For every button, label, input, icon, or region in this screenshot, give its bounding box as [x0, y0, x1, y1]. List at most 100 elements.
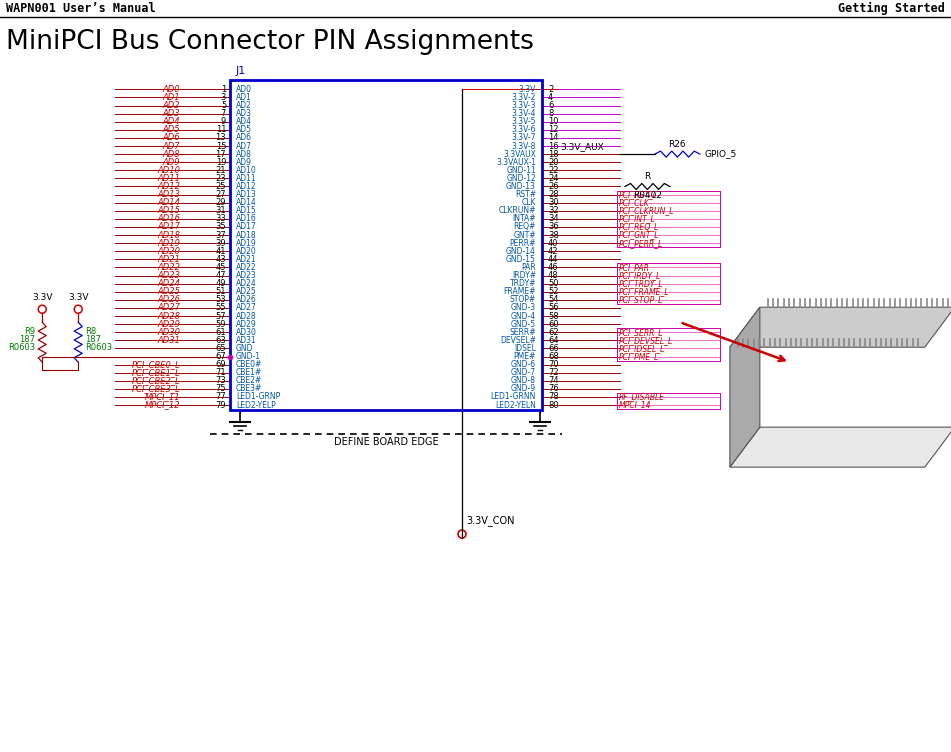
Text: AD18: AD18 — [157, 231, 180, 240]
Text: AD29: AD29 — [157, 320, 180, 329]
Text: REQ#: REQ# — [514, 223, 536, 232]
Text: 3.3V-4: 3.3V-4 — [512, 109, 536, 118]
Text: CBE0#: CBE0# — [236, 360, 262, 369]
Text: R26: R26 — [669, 140, 687, 149]
Text: AD3: AD3 — [163, 109, 180, 118]
Text: 19: 19 — [216, 158, 226, 167]
Text: AD23: AD23 — [157, 271, 180, 280]
Text: 3.3VAUX-1: 3.3VAUX-1 — [496, 158, 536, 167]
Text: 56: 56 — [548, 303, 558, 312]
Text: PCI_CBE0_L: PCI_CBE0_L — [131, 360, 180, 369]
Text: AD22: AD22 — [157, 263, 180, 272]
Text: 8: 8 — [548, 109, 553, 118]
Text: PCI_CBE2_L: PCI_CBE2_L — [131, 376, 180, 385]
Text: 27: 27 — [216, 190, 226, 199]
Text: 23: 23 — [216, 174, 226, 183]
Text: 20: 20 — [548, 158, 558, 167]
Text: 65: 65 — [216, 344, 226, 353]
Text: AD11: AD11 — [236, 174, 257, 183]
Text: 78: 78 — [548, 393, 559, 402]
Text: 49: 49 — [216, 279, 226, 288]
Text: GND-8: GND-8 — [511, 376, 536, 385]
Text: AD1: AD1 — [163, 93, 180, 102]
Text: AD13: AD13 — [157, 190, 180, 199]
Text: CLK: CLK — [521, 199, 536, 208]
Text: AD4: AD4 — [163, 117, 180, 126]
Text: AD6: AD6 — [163, 133, 180, 142]
Text: 1: 1 — [221, 85, 226, 94]
Text: 6: 6 — [548, 101, 553, 110]
Text: PME#: PME# — [514, 352, 536, 361]
Text: AD26: AD26 — [236, 296, 257, 305]
Text: 50: 50 — [548, 279, 558, 288]
Text: 34: 34 — [548, 214, 558, 223]
Text: 16: 16 — [548, 141, 558, 150]
Text: 70: 70 — [548, 360, 558, 369]
Text: AD4: AD4 — [236, 117, 252, 126]
Text: AD19: AD19 — [157, 238, 180, 247]
Text: 29: 29 — [216, 199, 226, 208]
Text: AD5: AD5 — [163, 126, 180, 135]
Text: 72: 72 — [548, 368, 558, 378]
Text: 3.3V-6: 3.3V-6 — [512, 126, 536, 135]
Text: 67: 67 — [215, 352, 226, 361]
Text: PCI_STOP_L: PCI_STOP_L — [619, 296, 663, 305]
Text: 3.3V: 3.3V — [518, 85, 536, 94]
Text: AD29: AD29 — [236, 320, 257, 329]
Text: AD17: AD17 — [236, 223, 257, 232]
Text: GNT#: GNT# — [514, 231, 536, 240]
Text: 47: 47 — [216, 271, 226, 280]
Text: 3.3V-2: 3.3V-2 — [512, 93, 536, 102]
Text: PCI_PAR: PCI_PAR — [619, 263, 650, 272]
Polygon shape — [729, 427, 951, 467]
Text: AD2: AD2 — [163, 101, 180, 110]
Text: AD9: AD9 — [236, 158, 252, 167]
Text: 13: 13 — [216, 133, 226, 142]
Text: AD1: AD1 — [236, 93, 252, 102]
Text: AD20: AD20 — [157, 247, 180, 256]
Text: AD16: AD16 — [157, 214, 180, 223]
Text: GND-4: GND-4 — [511, 311, 536, 320]
Text: 35: 35 — [216, 223, 226, 232]
Text: 10: 10 — [548, 117, 558, 126]
Text: 55: 55 — [216, 303, 226, 312]
Text: R0603: R0603 — [9, 343, 35, 352]
Text: PCI_CBE1_L: PCI_CBE1_L — [131, 368, 180, 378]
Text: AD30: AD30 — [236, 328, 257, 337]
Text: AD28: AD28 — [157, 311, 180, 320]
Text: PCI_CLK: PCI_CLK — [619, 199, 650, 208]
Text: PAR: PAR — [521, 263, 536, 272]
Text: PCI_CBE3_L: PCI_CBE3_L — [131, 384, 180, 393]
Text: 42: 42 — [548, 247, 558, 256]
Text: 11: 11 — [216, 126, 226, 135]
Text: AD14: AD14 — [157, 199, 180, 208]
Text: 80: 80 — [548, 401, 558, 410]
Text: IRDY#: IRDY# — [512, 271, 536, 280]
Text: TRDY#: TRDY# — [510, 279, 536, 288]
Text: PCI_INT_L: PCI_INT_L — [619, 214, 656, 223]
Text: 17: 17 — [216, 150, 226, 159]
Text: 4: 4 — [548, 93, 553, 102]
Text: 57: 57 — [216, 311, 226, 320]
Text: GND-5: GND-5 — [511, 320, 536, 329]
Text: R9: R9 — [24, 327, 35, 336]
Text: 37: 37 — [215, 231, 226, 240]
Text: FRAME#: FRAME# — [503, 287, 536, 296]
Text: GND-12: GND-12 — [506, 174, 536, 183]
Text: 61: 61 — [216, 328, 226, 337]
Text: 44: 44 — [548, 255, 558, 264]
Text: DEVSEL#: DEVSEL# — [500, 336, 536, 345]
Text: AD2: AD2 — [236, 101, 252, 110]
Text: MPCI_12: MPCI_12 — [145, 401, 180, 410]
Text: PCI_FRAME_L: PCI_FRAME_L — [619, 287, 670, 296]
Text: 18: 18 — [548, 150, 558, 159]
Text: LED1-GRNP: LED1-GRNP — [236, 393, 281, 402]
Text: AD17: AD17 — [157, 223, 180, 232]
Text: R0402: R0402 — [633, 192, 662, 201]
Text: AD16: AD16 — [236, 214, 257, 223]
Text: AD5: AD5 — [236, 126, 252, 135]
Text: AD15: AD15 — [157, 206, 180, 215]
Text: R0603: R0603 — [86, 343, 112, 352]
Text: AD23: AD23 — [236, 271, 257, 280]
Text: 41: 41 — [216, 247, 226, 256]
